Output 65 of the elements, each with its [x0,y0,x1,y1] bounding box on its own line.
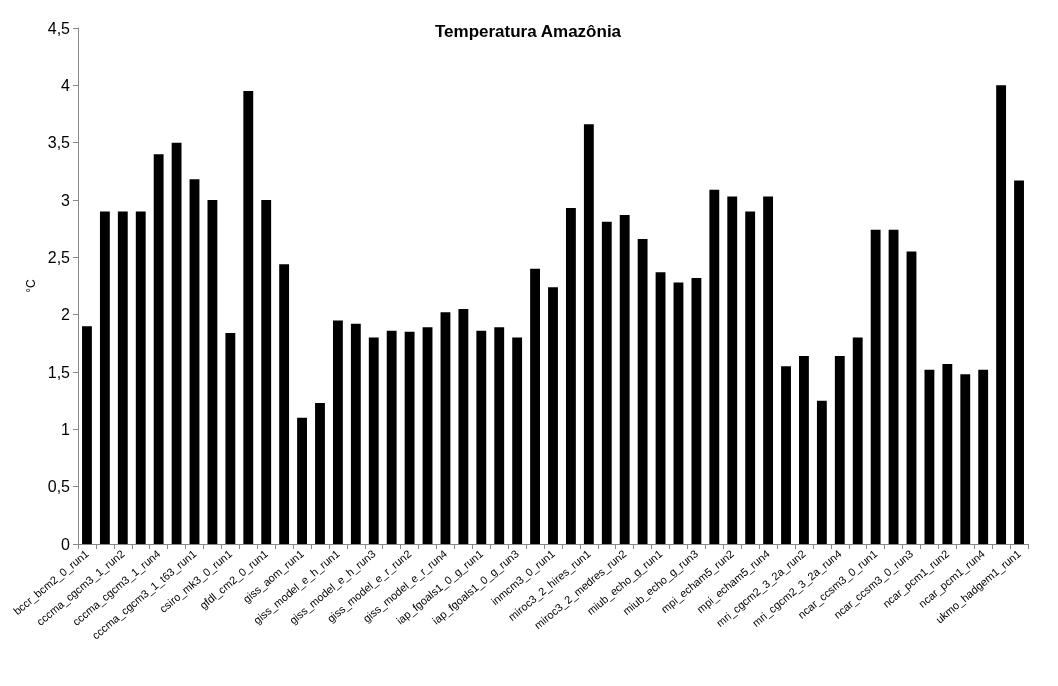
bar [709,189,720,544]
bar [225,333,236,544]
bar [960,374,971,544]
bar [117,211,128,544]
bar [350,323,361,544]
bar [548,287,558,544]
bar [816,400,827,544]
y-tick-label: 1,5 [47,363,71,381]
bar [243,91,254,544]
bar [332,320,343,544]
bar [906,251,917,544]
bar [745,211,756,544]
bar [476,330,487,544]
bar [422,327,433,544]
bar [601,221,612,544]
bar [583,124,594,544]
bar [996,85,1007,544]
bar [834,355,845,544]
bar [637,238,648,544]
bar [512,337,523,544]
y-tick-label: 2 [61,306,71,324]
bar [315,402,325,544]
bar [799,355,809,544]
bar [619,214,630,544]
bar [494,327,505,544]
bar [888,229,899,544]
bar [171,142,182,544]
bar [440,312,451,544]
bar [297,417,307,544]
bar [207,200,218,544]
bar [924,369,935,544]
bar [727,196,738,544]
bar [135,211,146,544]
bar [673,282,684,544]
y-tick-label: 1 [61,420,71,438]
bar [566,208,576,544]
bar [404,331,415,544]
bar [852,337,863,544]
bar [99,211,110,544]
bar [368,337,379,544]
bar [781,366,791,544]
y-tick-label: 0 [61,535,71,553]
bar [530,268,540,544]
y-tick-label: 4 [61,76,71,94]
bar [189,179,200,544]
y-axis-title: °C [23,278,38,293]
bar [261,200,272,544]
y-tick-label: 0,5 [47,478,71,496]
y-tick-label: 3,5 [47,134,71,152]
bar [153,154,164,544]
bar [279,264,290,544]
bar [82,326,92,544]
bar [1014,180,1024,544]
bar [691,277,702,544]
bar [655,272,666,544]
bar [386,330,397,544]
y-tick-label: 2,5 [47,248,71,266]
bar [458,308,469,544]
bar [942,363,953,544]
bar [763,196,774,544]
bar [870,229,881,544]
y-tick-label: 4,5 [47,19,71,37]
chart-title: Temperatura Amazônia [434,22,622,41]
bar [978,369,989,544]
y-tick-label: 3 [61,191,71,209]
